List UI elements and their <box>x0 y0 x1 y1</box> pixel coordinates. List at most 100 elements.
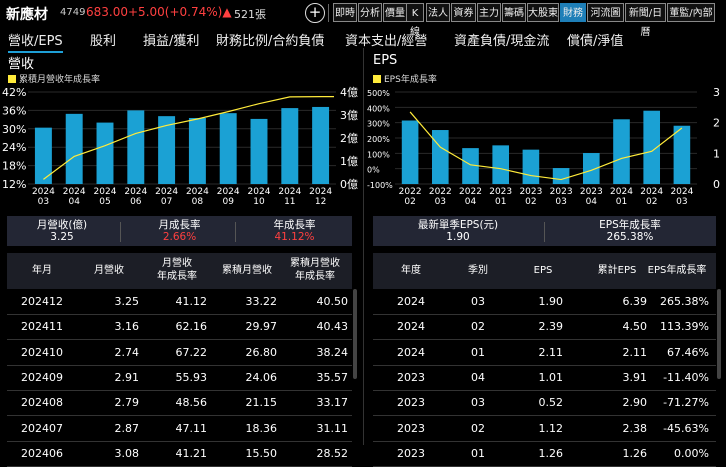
table-cell: 62.16 <box>175 320 208 334</box>
table-row[interactable]: 2023 04 1.01 3.91 -11.40% <box>373 365 716 391</box>
bar-2 <box>96 122 114 184</box>
eps-scrollbar[interactable] <box>717 289 721 379</box>
line-series <box>409 111 683 181</box>
top-tab-11[interactable]: 新聞/日曆 <box>625 3 666 38</box>
table-cell: 01 <box>471 446 485 460</box>
table-cell: 2.91 <box>114 370 140 384</box>
column-header[interactable]: 季別 <box>448 264 508 277</box>
table-cell: 265.38% <box>660 295 709 308</box>
subnav-tab-4[interactable]: 資本支出/經營 <box>345 34 428 49</box>
bar-6 <box>219 113 237 184</box>
table-cell: 3.16 <box>114 320 140 334</box>
table-row[interactable]: 202411 3.16 62.16 29.97 40.43 <box>7 314 352 341</box>
column-header-line: 年成長率 <box>157 271 197 282</box>
y-right-tick: 4億 <box>340 86 358 99</box>
bar-8 <box>643 110 661 184</box>
table-cell: 67.22 <box>175 345 208 359</box>
y-left-tick: 12% <box>2 178 26 191</box>
subnav-tab-0[interactable]: 營收/EPS <box>8 30 63 53</box>
x-tick-year: 2024 <box>278 187 301 197</box>
subnav-tab-1[interactable]: 股利 <box>90 34 117 49</box>
subnav-tab-2[interactable]: 損益/獲利 <box>143 34 200 49</box>
summary-label: 年成長率 <box>273 219 316 231</box>
bar-7 <box>613 119 630 184</box>
table-row[interactable]: 2023 02 1.12 2.38 -45.63% <box>373 416 716 442</box>
table-cell: 41.12 <box>175 295 208 308</box>
x-tick-period: 02 <box>646 197 657 207</box>
column-header[interactable]: 累積月營收 年成長率 <box>282 257 348 283</box>
top-tab-6[interactable]: 主力 <box>477 3 501 22</box>
table-cell: 3.08 <box>114 446 140 460</box>
top-tab-0[interactable]: 即時 <box>333 3 357 22</box>
column-header[interactable]: EPS <box>523 264 563 277</box>
x-tick-year: 2022 <box>459 187 482 197</box>
revenue-panel-title: 營收 <box>8 57 35 72</box>
table-cell: 02 <box>471 421 485 435</box>
stock-price: 683.00 <box>86 5 128 19</box>
subnav-tab-3[interactable]: 財務比例/合約負債 <box>216 34 325 49</box>
column-header-line: 季別 <box>468 265 488 276</box>
top-tab-10[interactable]: 河流圖 <box>587 3 624 22</box>
table-row[interactable]: 202412 3.25 41.12 33.22 40.50 <box>7 289 352 315</box>
x-tick-year: 2024 <box>248 187 271 197</box>
column-header-line: EPS <box>533 265 553 276</box>
subnav-tab-5[interactable]: 資產負債/現金流 <box>454 34 550 49</box>
table-cell: 202407 <box>21 421 63 435</box>
table-row[interactable]: 2023 03 0.52 2.90 -71.27% <box>373 390 716 417</box>
eps-table-header: 年度 季別 EPS 累計EPS EPS年成長率 <box>373 253 716 289</box>
table-cell: 6.39 <box>622 295 648 308</box>
table-cell: 2.38 <box>622 421 648 435</box>
bar-7 <box>250 118 268 184</box>
table-cell: 1.26 <box>538 446 564 460</box>
column-header-line: 年度 <box>401 265 421 276</box>
table-cell: 1.12 <box>538 421 564 435</box>
top-tab-1[interactable]: 分析 <box>358 3 382 22</box>
x-tick-year: 2022 <box>429 187 452 197</box>
top-tab-9[interactable]: 財務 <box>560 3 586 22</box>
column-header[interactable]: 累計EPS <box>587 264 647 277</box>
table-row[interactable]: 2024 03 1.90 6.39 265.38% <box>373 289 716 315</box>
table-row[interactable]: 202407 2.87 47.11 18.36 31.11 <box>7 416 352 442</box>
subnav-tab-6[interactable]: 償債/淨值 <box>567 34 624 49</box>
table-cell: 2.11 <box>622 345 648 359</box>
y-right-tick: 1億 <box>340 155 358 168</box>
table-cell: 55.93 <box>175 370 208 384</box>
top-tab-5[interactable]: 資券 <box>451 3 476 22</box>
table-cell: 1.01 <box>538 370 564 384</box>
table-row[interactable]: 2024 02 2.39 4.50 113.39% <box>373 314 716 341</box>
x-tick-year: 2023 <box>489 187 512 197</box>
column-header[interactable]: EPS年成長率 <box>645 264 709 277</box>
y-left-tick: 30% <box>2 123 26 136</box>
table-cell: 113.39% <box>660 320 709 334</box>
table-row[interactable]: 202409 2.91 55.93 24.06 35.57 <box>7 365 352 391</box>
column-header[interactable]: 年度 <box>381 264 441 277</box>
table-row[interactable]: 202410 2.74 67.22 26.80 38.24 <box>7 340 352 366</box>
table-cell: 35.57 <box>316 370 349 384</box>
table-row[interactable]: 2024 01 2.11 2.11 67.46% <box>373 340 716 366</box>
top-tab-7[interactable]: 籌碼 <box>502 3 526 22</box>
top-tab-4[interactable]: 法人 <box>426 3 450 22</box>
x-tick-period: 05 <box>99 197 110 207</box>
column-header[interactable]: 月營收 <box>79 264 139 277</box>
summary-separator <box>544 222 545 242</box>
x-tick-year: 2024 <box>32 187 55 197</box>
table-row[interactable]: 202408 2.79 48.56 21.15 33.17 <box>7 390 352 417</box>
add-watchlist-button[interactable]: + <box>305 3 325 23</box>
table-cell: -45.63% <box>663 421 709 435</box>
column-header[interactable]: 累積月營收 <box>217 264 277 277</box>
y-left-tick: 100% <box>367 150 390 159</box>
column-header[interactable]: 月營收 年成長率 <box>147 257 207 283</box>
eps-legend: EPS年成長率 <box>373 72 437 85</box>
top-tab-12[interactable]: 董監/內部 <box>667 3 715 22</box>
table-cell: 67.46% <box>667 345 709 359</box>
top-tab-2[interactable]: 價量 <box>383 3 407 22</box>
x-tick-period: 04 <box>465 197 477 207</box>
top-tab-3[interactable]: K線 <box>406 3 424 38</box>
top-tab-8[interactable]: 大股東 <box>527 3 559 22</box>
column-header[interactable]: 年月 <box>12 264 72 277</box>
table-cell: 33.17 <box>316 396 349 410</box>
summary-item: 最新單季EPS(元) 1.90 <box>373 219 543 243</box>
table-cell: 18.36 <box>245 421 278 435</box>
revenue-scrollbar[interactable] <box>353 289 357 379</box>
table-cell: 4.50 <box>622 320 648 334</box>
